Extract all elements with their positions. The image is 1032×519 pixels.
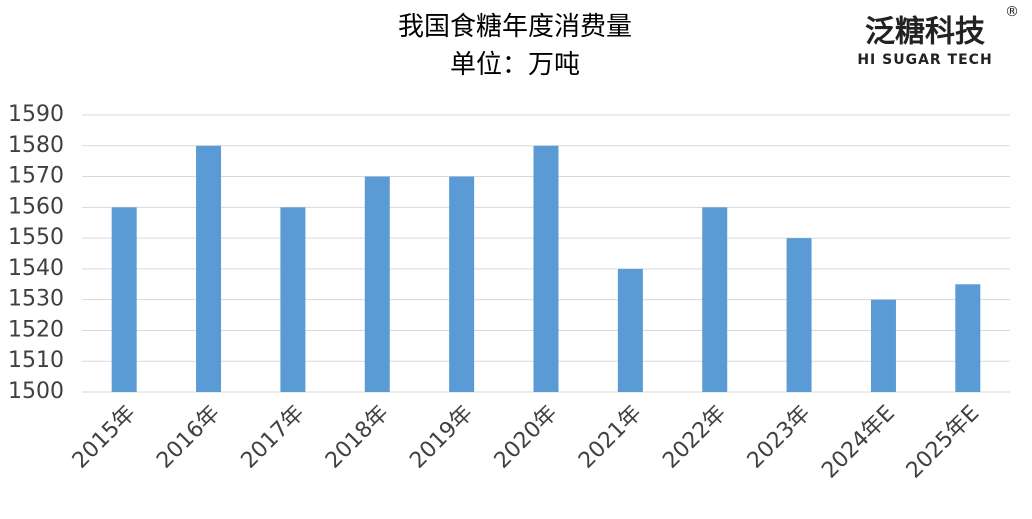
- y-tick-label: 1550: [8, 225, 64, 250]
- x-tick-label: 2018年: [321, 401, 394, 474]
- y-tick-label: 1540: [8, 256, 64, 281]
- x-tick-label: 2015年: [68, 401, 141, 474]
- y-tick-label: 1510: [8, 348, 64, 373]
- bar: [280, 207, 306, 392]
- bar: [702, 207, 728, 392]
- bar: [870, 299, 896, 392]
- x-tick-label: 2017年: [237, 401, 310, 474]
- x-tick-label: 2016年: [152, 401, 225, 474]
- x-tick-label: 2020年: [490, 401, 563, 474]
- x-tick-label: 2024年E: [817, 401, 900, 484]
- y-tick-label: 1520: [8, 317, 64, 342]
- bar: [111, 207, 137, 392]
- x-tick-label: 2019年: [405, 401, 478, 474]
- x-tick-label: 2023年: [743, 401, 816, 474]
- x-tick-label: 2022年: [658, 401, 731, 474]
- bar: [449, 176, 475, 392]
- bar: [955, 284, 981, 392]
- y-tick-label: 1530: [8, 287, 64, 312]
- y-tick-label: 1590: [8, 102, 64, 127]
- chart-subtitle: 单位：万吨: [450, 50, 580, 80]
- y-tick-label: 1570: [8, 164, 64, 189]
- bar: [533, 145, 559, 392]
- y-tick-label: 1500: [8, 379, 64, 404]
- x-tick-label: 2025年E: [902, 401, 985, 484]
- brand-tagline: HI SUGAR TECH: [857, 52, 992, 68]
- chart-title: 我国食糖年度消费量: [398, 12, 632, 42]
- bar: [786, 238, 812, 392]
- bar: [364, 176, 390, 392]
- y-tick-label: 1560: [8, 194, 64, 219]
- y-tick-label: 1580: [8, 133, 64, 158]
- brand-name: 泛糖科技: [865, 15, 985, 50]
- brand-mark: ®: [1005, 4, 1019, 20]
- x-tick-label: 2021年: [574, 401, 647, 474]
- bar: [617, 268, 643, 392]
- bar: [196, 145, 222, 392]
